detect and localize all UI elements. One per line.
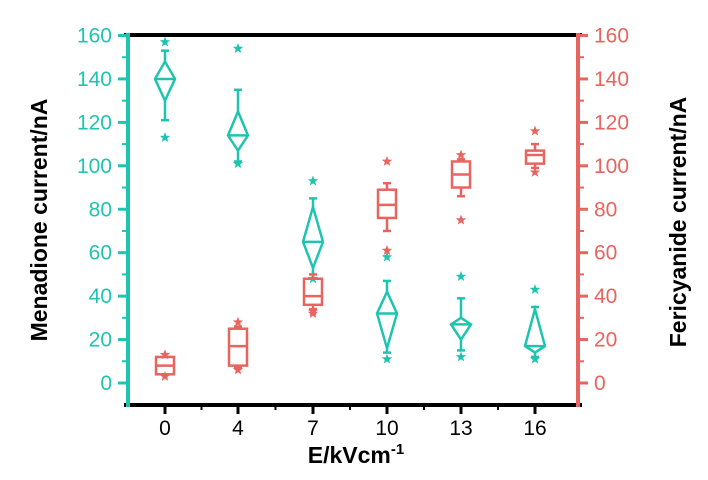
- fericyanide-outlier-star: [159, 349, 171, 360]
- left-y-tick-label: 160: [77, 25, 112, 48]
- x-axis-title-superscript: -1: [391, 441, 404, 458]
- right-y-axis-title: Fericyanide current/nA: [665, 97, 691, 348]
- right-y-tick-label: 140: [594, 68, 629, 91]
- menadione-diamond-box: [226, 108, 250, 153]
- menadione-outlier-star: [381, 251, 393, 262]
- right-y-tick-label: 100: [594, 155, 629, 178]
- x-tick-label: 13: [449, 417, 472, 440]
- right-y-tick-label: 80: [594, 198, 617, 221]
- left-y-tick-label: 40: [89, 285, 112, 308]
- right-y-tick-label: 20: [594, 329, 617, 352]
- fericyanide-outlier-star: [232, 316, 244, 327]
- right-y-tick-label: 160: [594, 25, 629, 48]
- x-axis-title: E/kVcm-1: [308, 441, 404, 468]
- left-y-tick-label: 80: [89, 198, 112, 221]
- x-tick-label: 10: [375, 417, 398, 440]
- right-y-tick-label: 120: [594, 111, 629, 134]
- fericyanide-outlier-star: [307, 308, 319, 318]
- menadione-outlier-star: [455, 271, 467, 282]
- fericyanide-outlier-star: [381, 245, 393, 255]
- fericyanide-outlier-star: [529, 125, 541, 136]
- menadione-outlier-star: [529, 284, 541, 295]
- menadione-diamond-box: [523, 304, 547, 355]
- x-tick-label: 7: [307, 417, 319, 440]
- right-y-tick-label: 60: [594, 242, 617, 265]
- fericyanide-box: [524, 149, 546, 165]
- menadione-outlier-star: [307, 175, 319, 186]
- menadione-diamond-box: [449, 316, 473, 342]
- menadione-outlier-star: [455, 351, 467, 362]
- right-y-tick-label: 40: [594, 285, 617, 308]
- menadione-outlier-star: [159, 132, 171, 143]
- x-tick-label: 0: [159, 417, 171, 440]
- x-axis-title-text: E/kVcm: [308, 442, 391, 468]
- left-y-tick-label: 60: [89, 242, 112, 265]
- left-y-tick-label: 100: [77, 155, 112, 178]
- menadione-outlier-star: [232, 43, 244, 53]
- left-y-tick-label: 140: [77, 68, 112, 91]
- fericyanide-outlier-star: [455, 214, 467, 225]
- fericyanide-outlier-star: [232, 364, 244, 375]
- left-y-tick-label: 20: [89, 329, 112, 352]
- menadione-outlier-star: [529, 353, 541, 364]
- fericyanide-outlier-star: [159, 370, 171, 381]
- left-y-axis-title: Menadione current/nA: [26, 99, 52, 342]
- x-tick-label: 16: [523, 417, 546, 440]
- menadione-diamond-box: [153, 59, 177, 104]
- fericyanide-outlier-star: [455, 149, 467, 160]
- fericyanide-outlier-star: [529, 166, 541, 177]
- menadione-outlier-star: [381, 353, 393, 364]
- left-y-tick-label: 120: [77, 111, 112, 134]
- left-y-tick-label: 0: [100, 372, 112, 395]
- menadione-outlier-star: [232, 158, 244, 169]
- x-tick-label: 4: [232, 417, 244, 440]
- fericyanide-box: [302, 277, 324, 307]
- menadione-outlier-star: [159, 36, 171, 47]
- menadione-diamond-box: [375, 288, 399, 353]
- menadione-diamond-box: [301, 202, 325, 272]
- fericyanide-outlier-star: [381, 155, 393, 166]
- right-y-tick-label: 0: [594, 372, 606, 395]
